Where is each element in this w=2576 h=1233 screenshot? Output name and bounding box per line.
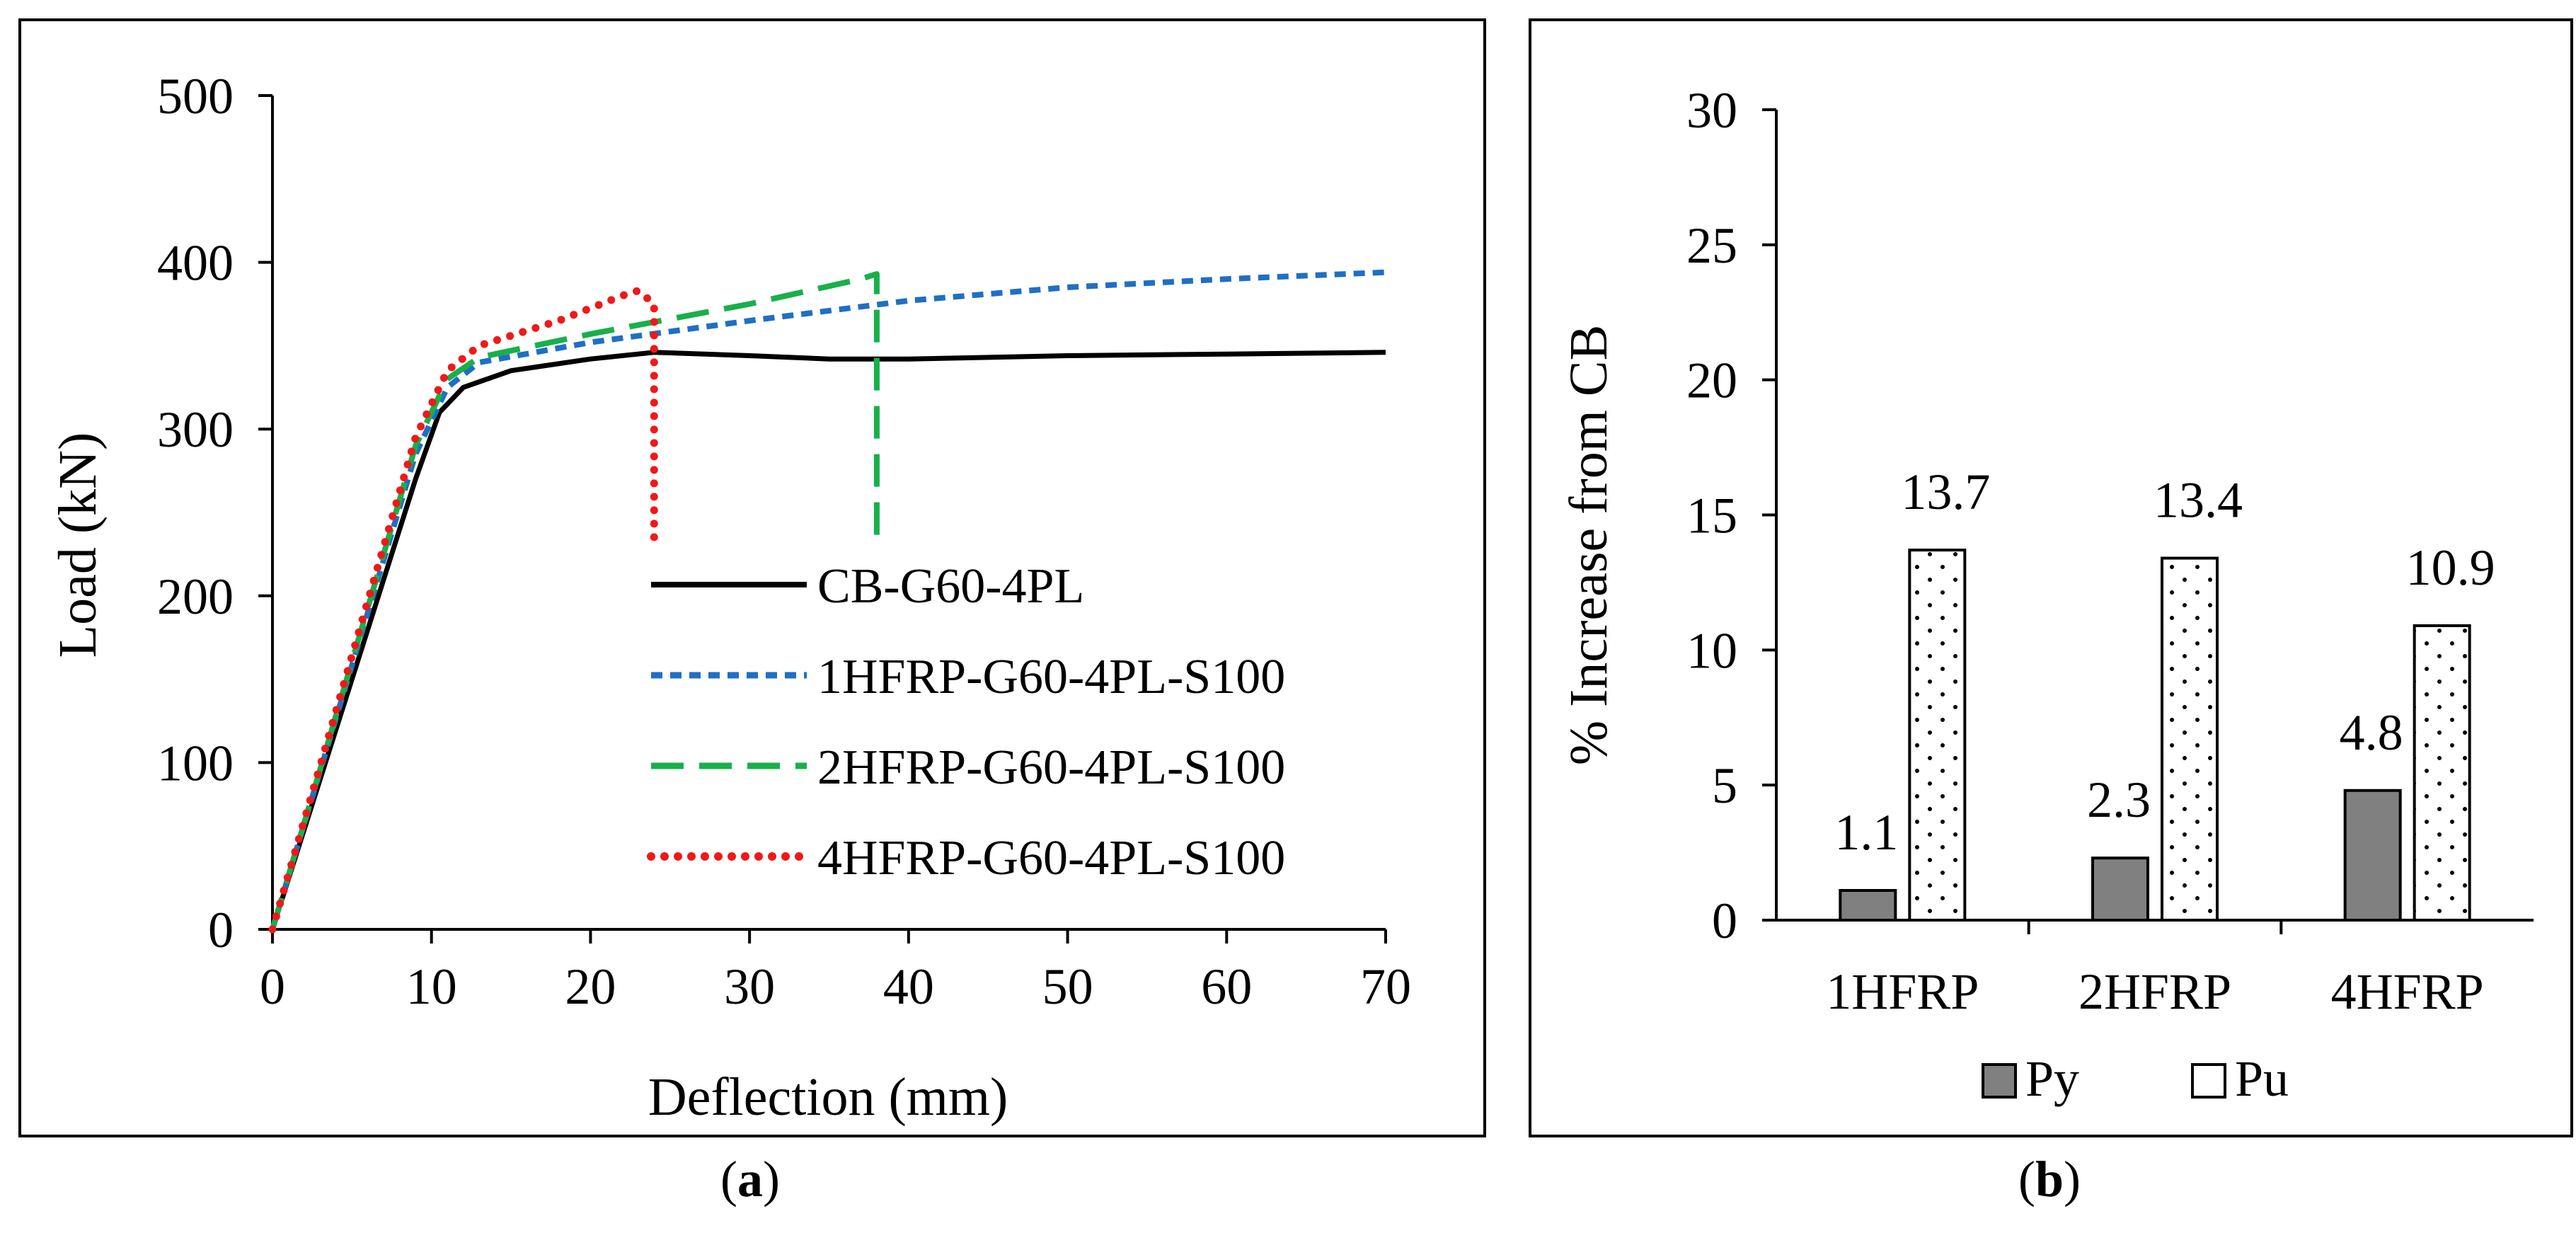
caption-b-close: ) (2064, 1151, 2081, 1208)
a-legend: CB-G60-4PL 1HFRP-G60-4PL-S100 2HFRP-G60-4P… (651, 559, 1285, 885)
b-bar-value-label: 1.1 (1834, 804, 1898, 861)
a-legend-label-2: 2HFRP-G60-4PL-S100 (817, 740, 1285, 795)
a-y-tick-label: 500 (157, 68, 234, 125)
b-y-tick-label: 0 (1712, 893, 1737, 949)
caption-a-close: ) (763, 1151, 780, 1208)
a-x-tick-label: 60 (1201, 958, 1252, 1015)
b-y-tick-label: 25 (1686, 217, 1737, 274)
a-y-tick-label: 100 (157, 735, 234, 791)
b-legend-label-py: Py (2025, 1050, 2079, 1107)
b-bar-value-label: 10.9 (2406, 539, 2495, 596)
a-x-axis-label: Deflection (mm) (648, 1067, 1008, 1127)
caption-b-open: ( (2018, 1151, 2035, 1208)
b-x-tick-label: 2HFRP (2078, 963, 2231, 1020)
b-legend: Py Pu (1983, 1050, 2289, 1107)
a-x-tick-label: 0 (260, 958, 285, 1015)
b-y-tick-label: 10 (1686, 622, 1737, 679)
a-x-tick-label: 20 (565, 958, 616, 1015)
caption-a-open: ( (720, 1151, 737, 1208)
line-chart-a: 0 10 20 30 40 50 60 70 0 100 200 300 400 500 Deflecti… (48, 68, 1411, 1127)
bar-chart-b: 0 5 10 15 20 25 30 1HFRP 2HFRP 4HFRP 1.1 13.7 2.3 13… (1559, 82, 2534, 1107)
a-y-tick-label: 400 (157, 235, 234, 292)
a-y-tick-label: 0 (208, 902, 234, 958)
b-bar-py (2345, 791, 2400, 920)
b-x-tick-label: 1HFRP (1826, 963, 1979, 1020)
b-bar-py (1840, 890, 1895, 920)
a-series-line-2 (272, 274, 877, 929)
a-legend-label-3: 4HFRP-G60-4PL-S100 (817, 831, 1285, 885)
b-legend-swatch-pu (2192, 1065, 2225, 1097)
b-legend-label-pu: Pu (2235, 1050, 2289, 1107)
a-x-tick-label: 50 (1042, 958, 1093, 1015)
b-bar-pu (2415, 626, 2470, 920)
caption-b: (b) (2018, 1151, 2081, 1208)
a-x-tick-label: 30 (724, 958, 775, 1015)
b-y-axis-label: % Increase from CB (1559, 325, 1618, 766)
b-bar-pu (2162, 558, 2217, 920)
b-bar-value-label: 13.4 (2154, 472, 2243, 529)
caption-a-letter: a (737, 1151, 763, 1208)
b-bar-py (2093, 858, 2148, 920)
b-bar-pu (1909, 550, 1965, 920)
a-x-tick-label: 10 (406, 958, 457, 1015)
b-x-tick-label: 4HFRP (2331, 963, 2484, 1020)
caption-b-letter: b (2035, 1151, 2064, 1208)
b-bar-value-label: 13.7 (1901, 464, 1990, 520)
figure-canvas: 0 10 20 30 40 50 60 700100200300400500 Deflecti… (0, 0, 2576, 1233)
a-legend-label-1: 1HFRP-G60-4PL-S100 (817, 650, 1285, 704)
b-bar-value-label: 4.8 (2340, 704, 2403, 761)
b-legend-swatch-py (1983, 1065, 2016, 1097)
a-y-tick-label: 300 (157, 401, 234, 458)
a-axes (258, 96, 1386, 944)
b-bars-group: 1.1 13.7 2.3 13.4 4.8 10.9 (1834, 464, 2495, 920)
a-y-axis-label: Load (kN) (48, 432, 108, 658)
caption-a: (a) (720, 1151, 780, 1208)
a-legend-label-0: CB-G60-4PL (817, 559, 1084, 614)
b-y-tick-label: 15 (1686, 488, 1737, 544)
a-y-tick-label: 200 (157, 568, 234, 625)
b-y-tick-label: 20 (1686, 352, 1737, 409)
b-bar-value-label: 2.3 (2087, 772, 2151, 828)
b-y-tick-label: 30 (1686, 82, 1737, 139)
a-x-tick-label: 40 (883, 958, 934, 1015)
b-y-tick-label: 5 (1712, 757, 1737, 814)
a-x-tick-label: 70 (1360, 958, 1411, 1015)
